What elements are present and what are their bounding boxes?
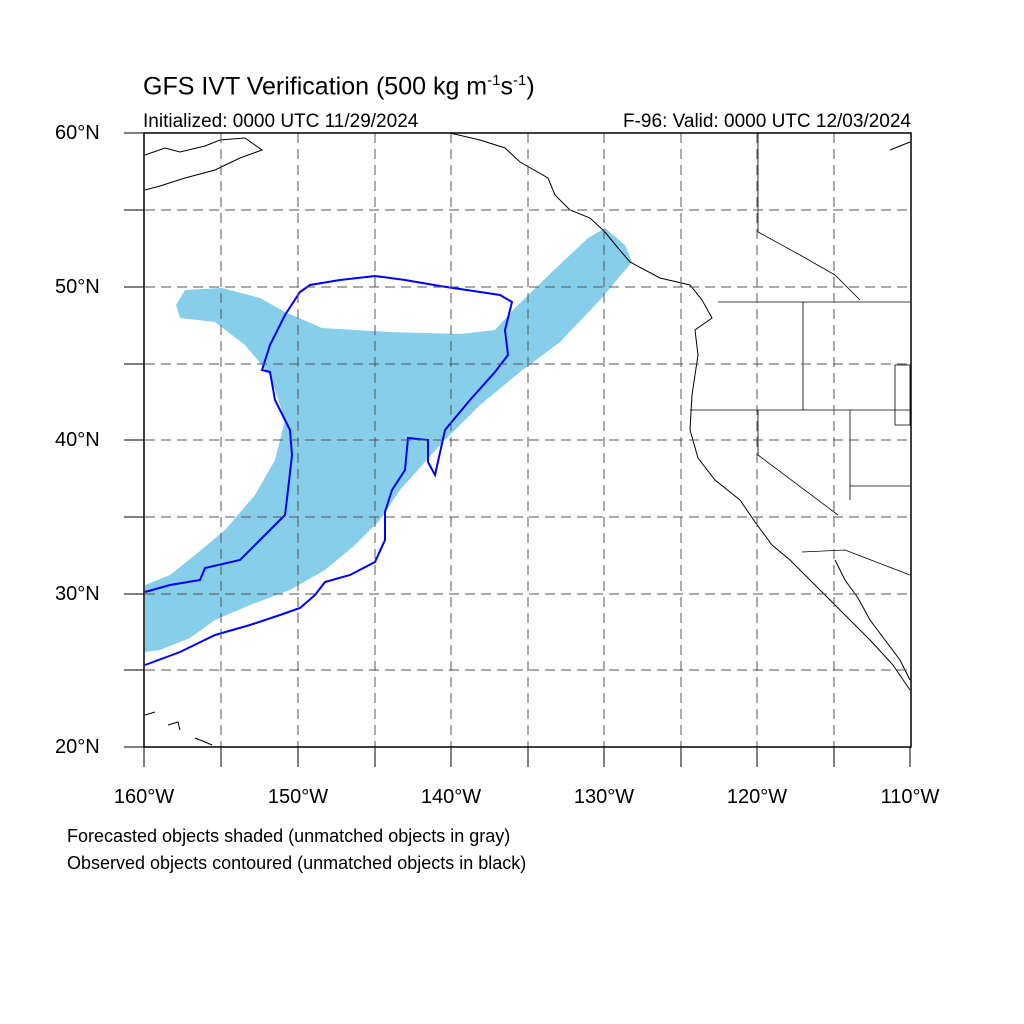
political-boundaries	[690, 133, 911, 576]
lon-label-160w: 160°W	[113, 786, 175, 808]
legend-forecast-note: Forecasted objects shaded (unmatched obj…	[67, 826, 511, 846]
lon-label-110w: 110°W	[880, 786, 940, 808]
lon-label-120w: 120°W	[726, 786, 788, 808]
lon-label-130w: 130°W	[573, 786, 635, 808]
lat-label-60: 60°N	[55, 122, 100, 144]
init-time-label: Initialized: 0000 UTC 11/29/2024	[143, 111, 419, 132]
valid-time-label: F-96: Valid: 0000 UTC 12/03/2024	[623, 111, 911, 132]
lat-label-40: 40°N	[55, 429, 100, 451]
lat-label-20: 20°N	[55, 736, 100, 758]
lon-label-150w: 150°W	[267, 786, 329, 808]
legend-observed-note: Observed objects contoured (unmatched ob…	[67, 853, 527, 873]
lon-label-140w: 140°W	[420, 786, 482, 808]
axis-ticks	[124, 132, 911, 767]
lat-label-50: 50°N	[55, 276, 100, 298]
lat-lon-grid	[145, 133, 910, 747]
map-title: GFS IVT Verification (500 kg m-1s-1)	[143, 72, 535, 101]
lat-label-30: 30°N	[55, 583, 100, 605]
coastlines	[144, 132, 911, 746]
observed-object-contour	[144, 274, 514, 666]
